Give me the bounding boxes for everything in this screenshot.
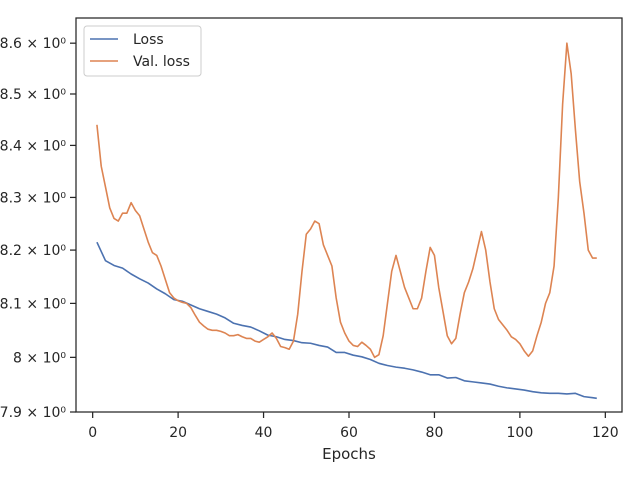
x-axis: 0 20 40 60 80 100 120: [88, 412, 619, 441]
y-tick-label: 8 × 10⁰: [13, 350, 66, 366]
legend: Loss Val. loss: [83, 25, 202, 77]
x-tick-label: 0: [88, 425, 97, 441]
legend-label: Val. loss: [133, 54, 190, 70]
x-tick-label: 80: [426, 425, 444, 441]
y-tick-label: 7.9 × 10⁰: [0, 405, 66, 421]
y-tick-label: 8.4 × 10⁰: [0, 138, 66, 154]
series-line-loss: [96, 241, 597, 400]
y-axis: 7.9 × 10⁰ 8 × 10⁰ 8.1 × 10⁰ 8.2 × 10⁰ 8.3 × …: [0, 36, 76, 421]
y-tick-label: 8.3 × 10⁰: [0, 190, 66, 206]
y-tick-label: 8.1 × 10⁰: [0, 296, 66, 312]
legend-label: Loss: [133, 32, 164, 48]
y-tick-label: 8.6 × 10⁰: [0, 36, 66, 52]
x-tick-label: 40: [255, 425, 273, 441]
x-tick-label: 120: [592, 425, 619, 441]
series-line-val-loss: [96, 42, 597, 359]
y-tick-label: 8.5 × 10⁰: [0, 87, 66, 103]
plot-frame: [75, 17, 623, 413]
x-axis-title: Epochs: [322, 445, 376, 463]
series-layer: [96, 42, 597, 400]
x-tick-label: 20: [169, 425, 187, 441]
y-tick-label: 8.2 × 10⁰: [0, 243, 66, 259]
x-tick-label: 60: [340, 425, 358, 441]
x-tick-label: 100: [507, 425, 534, 441]
